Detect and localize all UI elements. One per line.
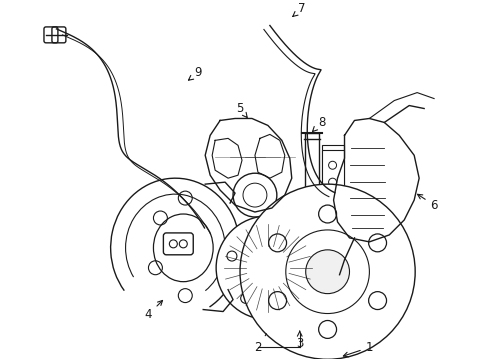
- Bar: [304, 134, 318, 205]
- Circle shape: [285, 293, 294, 303]
- Text: 9: 9: [188, 66, 202, 80]
- Circle shape: [216, 216, 319, 319]
- Circle shape: [233, 173, 276, 217]
- Circle shape: [263, 225, 272, 235]
- Bar: [321, 145, 343, 210]
- Circle shape: [253, 254, 281, 282]
- Text: 6: 6: [417, 194, 437, 212]
- Text: 8: 8: [312, 116, 325, 131]
- Text: 2: 2: [254, 334, 266, 354]
- Circle shape: [298, 251, 308, 261]
- Text: 7: 7: [292, 3, 305, 17]
- Circle shape: [240, 184, 414, 359]
- Text: 1: 1: [343, 341, 372, 357]
- Circle shape: [305, 250, 349, 294]
- Bar: [321, 150, 343, 210]
- Circle shape: [226, 251, 236, 261]
- Text: 5: 5: [236, 102, 247, 117]
- Circle shape: [245, 246, 289, 290]
- Circle shape: [261, 261, 274, 275]
- Text: 3: 3: [295, 331, 303, 350]
- Text: 4: 4: [144, 301, 162, 321]
- Circle shape: [240, 293, 250, 303]
- FancyBboxPatch shape: [163, 233, 193, 255]
